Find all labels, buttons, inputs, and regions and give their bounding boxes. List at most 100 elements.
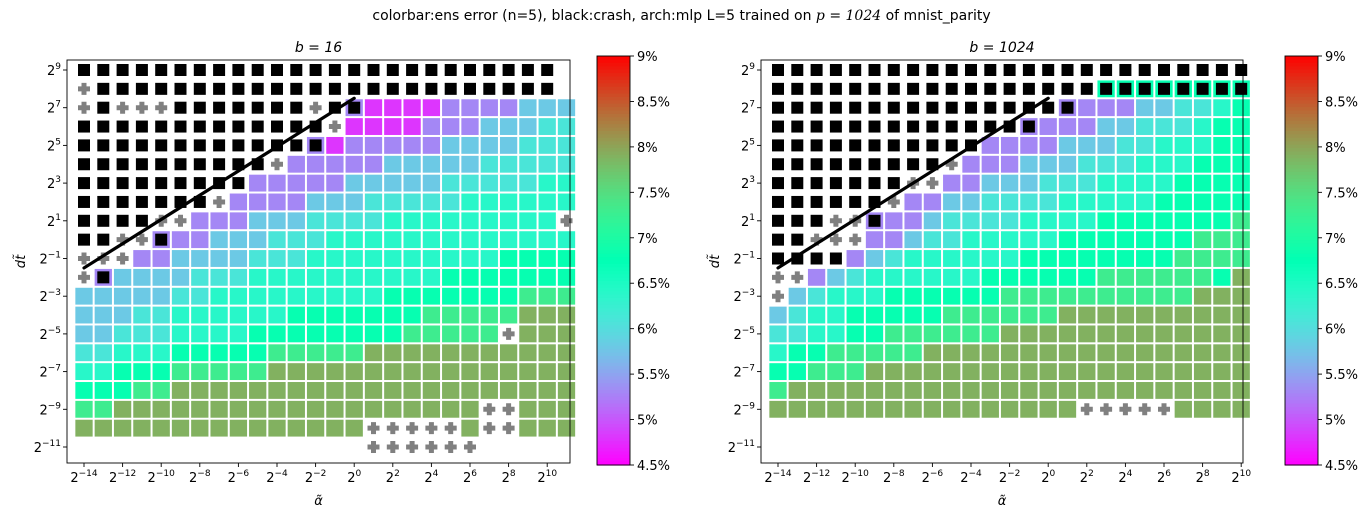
heatmap-cell xyxy=(519,325,537,343)
heatmap-cell xyxy=(442,382,460,399)
heatmap-cell xyxy=(1116,268,1135,286)
heatmap-cell xyxy=(1097,99,1115,117)
heatmap-cell xyxy=(287,174,305,192)
heatmap-cell xyxy=(557,344,576,362)
heatmap-cell xyxy=(461,118,479,135)
colorbar-band xyxy=(1285,137,1318,142)
heatmap-cell xyxy=(306,344,325,362)
heatmap-cell xyxy=(962,400,980,418)
heatmap-cell xyxy=(538,419,556,437)
heatmap-cell xyxy=(885,268,903,286)
colorbar-band xyxy=(1285,209,1318,214)
x-tick-label: 2−6 xyxy=(922,469,944,486)
heatmap-cell xyxy=(422,118,441,135)
x-axis-label: α̃ xyxy=(998,494,1007,509)
heatmap-cell xyxy=(133,363,151,381)
colorbar-band xyxy=(597,366,630,371)
heatmap-cell xyxy=(152,250,170,267)
crash-marker xyxy=(810,214,823,227)
heatmap-cell xyxy=(384,250,402,267)
missing-marker xyxy=(483,403,496,416)
heatmap-cell xyxy=(364,382,383,399)
heatmap-cell xyxy=(364,344,383,362)
missing-marker xyxy=(116,233,129,246)
crash-marker xyxy=(232,139,245,152)
colorbar-band xyxy=(1285,410,1318,415)
heatmap-cell xyxy=(171,382,190,399)
heatmap-cell xyxy=(152,344,170,362)
crash-marker xyxy=(290,101,303,114)
crash-marker xyxy=(251,120,264,133)
heatmap-cell xyxy=(1097,155,1115,173)
heatmap-cell xyxy=(1155,174,1173,192)
heatmap-cell xyxy=(1039,287,1057,305)
heatmap-cell xyxy=(499,212,518,230)
heatmap-cell xyxy=(152,306,170,324)
heatmap-cell xyxy=(1232,250,1250,267)
heatmap-cell xyxy=(846,363,864,381)
colorbar-band xyxy=(597,141,630,146)
heatmap-cell xyxy=(865,363,884,381)
heatmap-cell xyxy=(1174,136,1192,154)
heatmap-cell xyxy=(846,325,864,343)
heatmap-cell xyxy=(364,99,383,117)
heatmap-cell xyxy=(1174,382,1192,399)
heatmap-cell xyxy=(403,136,421,154)
heatmap-cell xyxy=(461,325,479,343)
y-tick-label: 2−5 xyxy=(733,326,755,343)
heatmap-cell xyxy=(1174,174,1192,192)
y-axis-label: dt̃ xyxy=(708,253,723,268)
heatmap-cell xyxy=(1232,231,1250,249)
x-tick-label: 22 xyxy=(386,469,400,486)
colorbar-band xyxy=(597,355,630,360)
colorbar-band xyxy=(597,69,630,74)
heatmap-cell xyxy=(480,193,498,211)
crash-marker xyxy=(290,120,303,133)
missing-marker xyxy=(1138,403,1151,416)
heatmap-cell xyxy=(1058,212,1077,230)
colorbar-band xyxy=(597,110,630,115)
heatmap-cell xyxy=(943,268,961,286)
heatmap-cell xyxy=(461,212,479,230)
crash-marker xyxy=(849,82,862,95)
heatmap-cell xyxy=(943,250,961,267)
heatmap-cell xyxy=(345,419,363,437)
crash-marker xyxy=(135,64,148,76)
heatmap-cell xyxy=(1020,268,1038,286)
heatmap-cell xyxy=(326,193,344,211)
heatmap-cell xyxy=(962,212,980,230)
x-tick-label: 20 xyxy=(347,469,361,486)
heatmap-cell xyxy=(499,136,518,154)
heatmap-cell xyxy=(461,193,479,211)
heatmap-cell xyxy=(904,193,922,211)
crash-marker xyxy=(386,82,399,95)
colorbar-band xyxy=(597,386,630,391)
y-tick-label: 2−1 xyxy=(39,251,61,268)
crash-marker xyxy=(97,177,110,190)
y-tick-label: 29 xyxy=(741,62,755,79)
heatmap-cell xyxy=(326,231,344,249)
crash-marker xyxy=(174,82,187,95)
heatmap-cell xyxy=(133,306,151,324)
heatmap-cell xyxy=(1232,287,1250,305)
crash-marker xyxy=(1177,64,1190,76)
heatmap-cell xyxy=(249,382,267,399)
heatmap-cell xyxy=(480,155,498,173)
colorbar-band xyxy=(1285,124,1318,129)
colorbar-band xyxy=(597,420,630,425)
colorbar-band xyxy=(597,396,630,401)
heatmap-cell xyxy=(1000,344,1019,362)
heatmap-cell xyxy=(1020,155,1038,173)
colorbar-band xyxy=(597,175,630,180)
heatmap-cell xyxy=(229,306,248,324)
heatmap-cell xyxy=(519,363,537,381)
missing-marker xyxy=(386,422,399,435)
crash-marker xyxy=(868,64,881,76)
heatmap-cell xyxy=(1232,118,1250,135)
heatmap-cell xyxy=(519,212,537,230)
colorbar-band xyxy=(597,274,630,279)
crash-marker xyxy=(945,120,958,133)
crash-marker xyxy=(213,120,226,133)
heatmap-cell xyxy=(94,382,112,399)
colorbar-band xyxy=(597,447,630,452)
